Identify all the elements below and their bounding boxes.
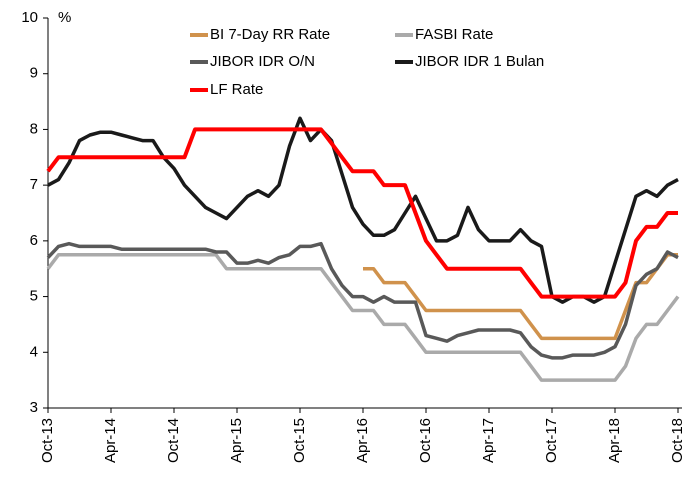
x-tick-label: Oct-15	[291, 418, 308, 463]
x-tick-label: Apr-17	[480, 418, 497, 463]
series-line	[46, 127, 678, 299]
series-line	[46, 253, 680, 382]
y-tick-label: 8	[30, 120, 38, 137]
x-tick-label: Apr-18	[606, 418, 623, 463]
y-tick-label: 9	[30, 65, 38, 82]
y-tick-label: 3	[30, 399, 38, 416]
series-line	[47, 116, 679, 304]
x-tick-label: Oct-17	[543, 418, 560, 463]
legend-label: JIBOR IDR O/N	[210, 53, 315, 70]
x-tick-label: Apr-15	[228, 418, 245, 463]
y-tick-label: 5	[30, 288, 38, 305]
x-tick-label: Apr-16	[354, 418, 371, 463]
series-line	[46, 241, 679, 360]
x-tick-label: Oct-13	[39, 418, 56, 463]
legend-label: LF Rate	[210, 81, 263, 98]
y-tick-label: 6	[30, 232, 38, 249]
y-tick-label: 10	[21, 9, 38, 26]
x-tick-label: Apr-14	[102, 418, 119, 463]
y-tick-label: 4	[30, 343, 38, 360]
y-axis-label: %	[58, 9, 71, 26]
legend-label: JIBOR IDR 1 Bulan	[415, 53, 544, 70]
series-line	[363, 253, 678, 341]
x-tick-label: Oct-16	[417, 418, 434, 463]
legend-label: BI 7-Day RR Rate	[210, 26, 330, 43]
y-tick-label: 7	[30, 176, 38, 193]
x-tick-label: Oct-14	[165, 418, 182, 463]
x-tick-label: Oct-18	[669, 418, 685, 463]
legend-label: FASBI Rate	[415, 26, 493, 43]
